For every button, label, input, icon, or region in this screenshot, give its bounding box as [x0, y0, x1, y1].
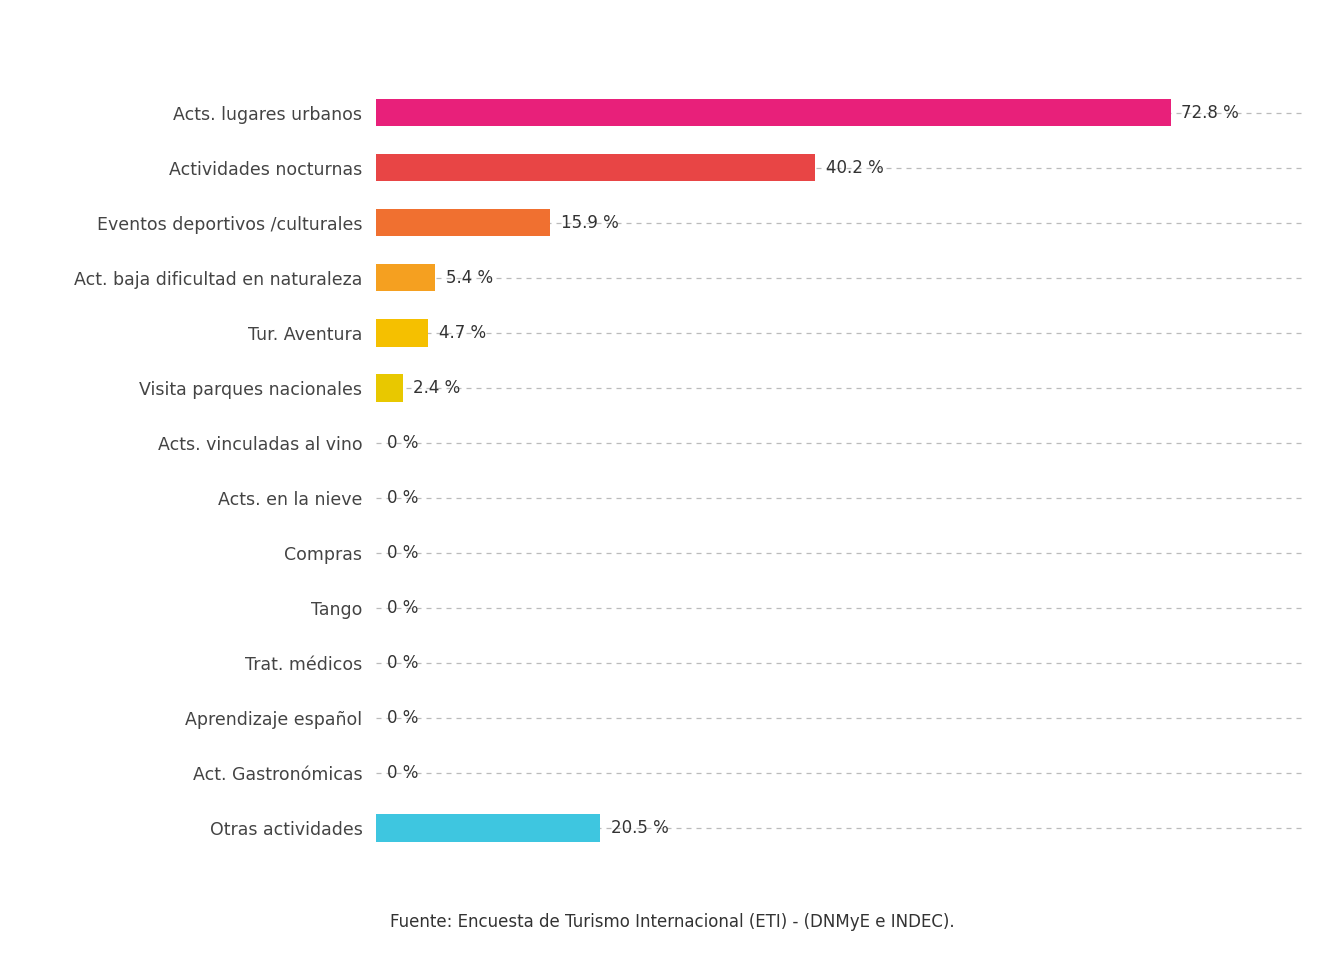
Bar [376, 319, 427, 347]
Bar [376, 264, 435, 292]
Text: 15.9 %: 15.9 % [560, 214, 618, 231]
Bar [376, 99, 1171, 127]
Text: 0 %: 0 % [387, 489, 418, 507]
Bar [376, 154, 814, 181]
Text: Fuente: Encuesta de Turismo Internacional (ETI) - (DNMyE e INDEC).: Fuente: Encuesta de Turismo Internaciona… [390, 913, 954, 931]
Text: 0 %: 0 % [387, 654, 418, 672]
Bar [376, 374, 402, 401]
Text: 0 %: 0 % [387, 709, 418, 727]
Text: 72.8 %: 72.8 % [1181, 104, 1239, 122]
Text: 0 %: 0 % [387, 764, 418, 782]
Bar [376, 209, 550, 236]
Text: 2.4 %: 2.4 % [414, 379, 461, 396]
Text: 40.2 %: 40.2 % [825, 158, 883, 177]
Text: 4.7 %: 4.7 % [438, 324, 485, 342]
Text: 0 %: 0 % [387, 544, 418, 562]
Text: 20.5 %: 20.5 % [612, 819, 668, 837]
Text: 0 %: 0 % [387, 599, 418, 617]
Text: 5.4 %: 5.4 % [446, 269, 493, 287]
Text: 0 %: 0 % [387, 434, 418, 452]
Bar [376, 814, 599, 842]
